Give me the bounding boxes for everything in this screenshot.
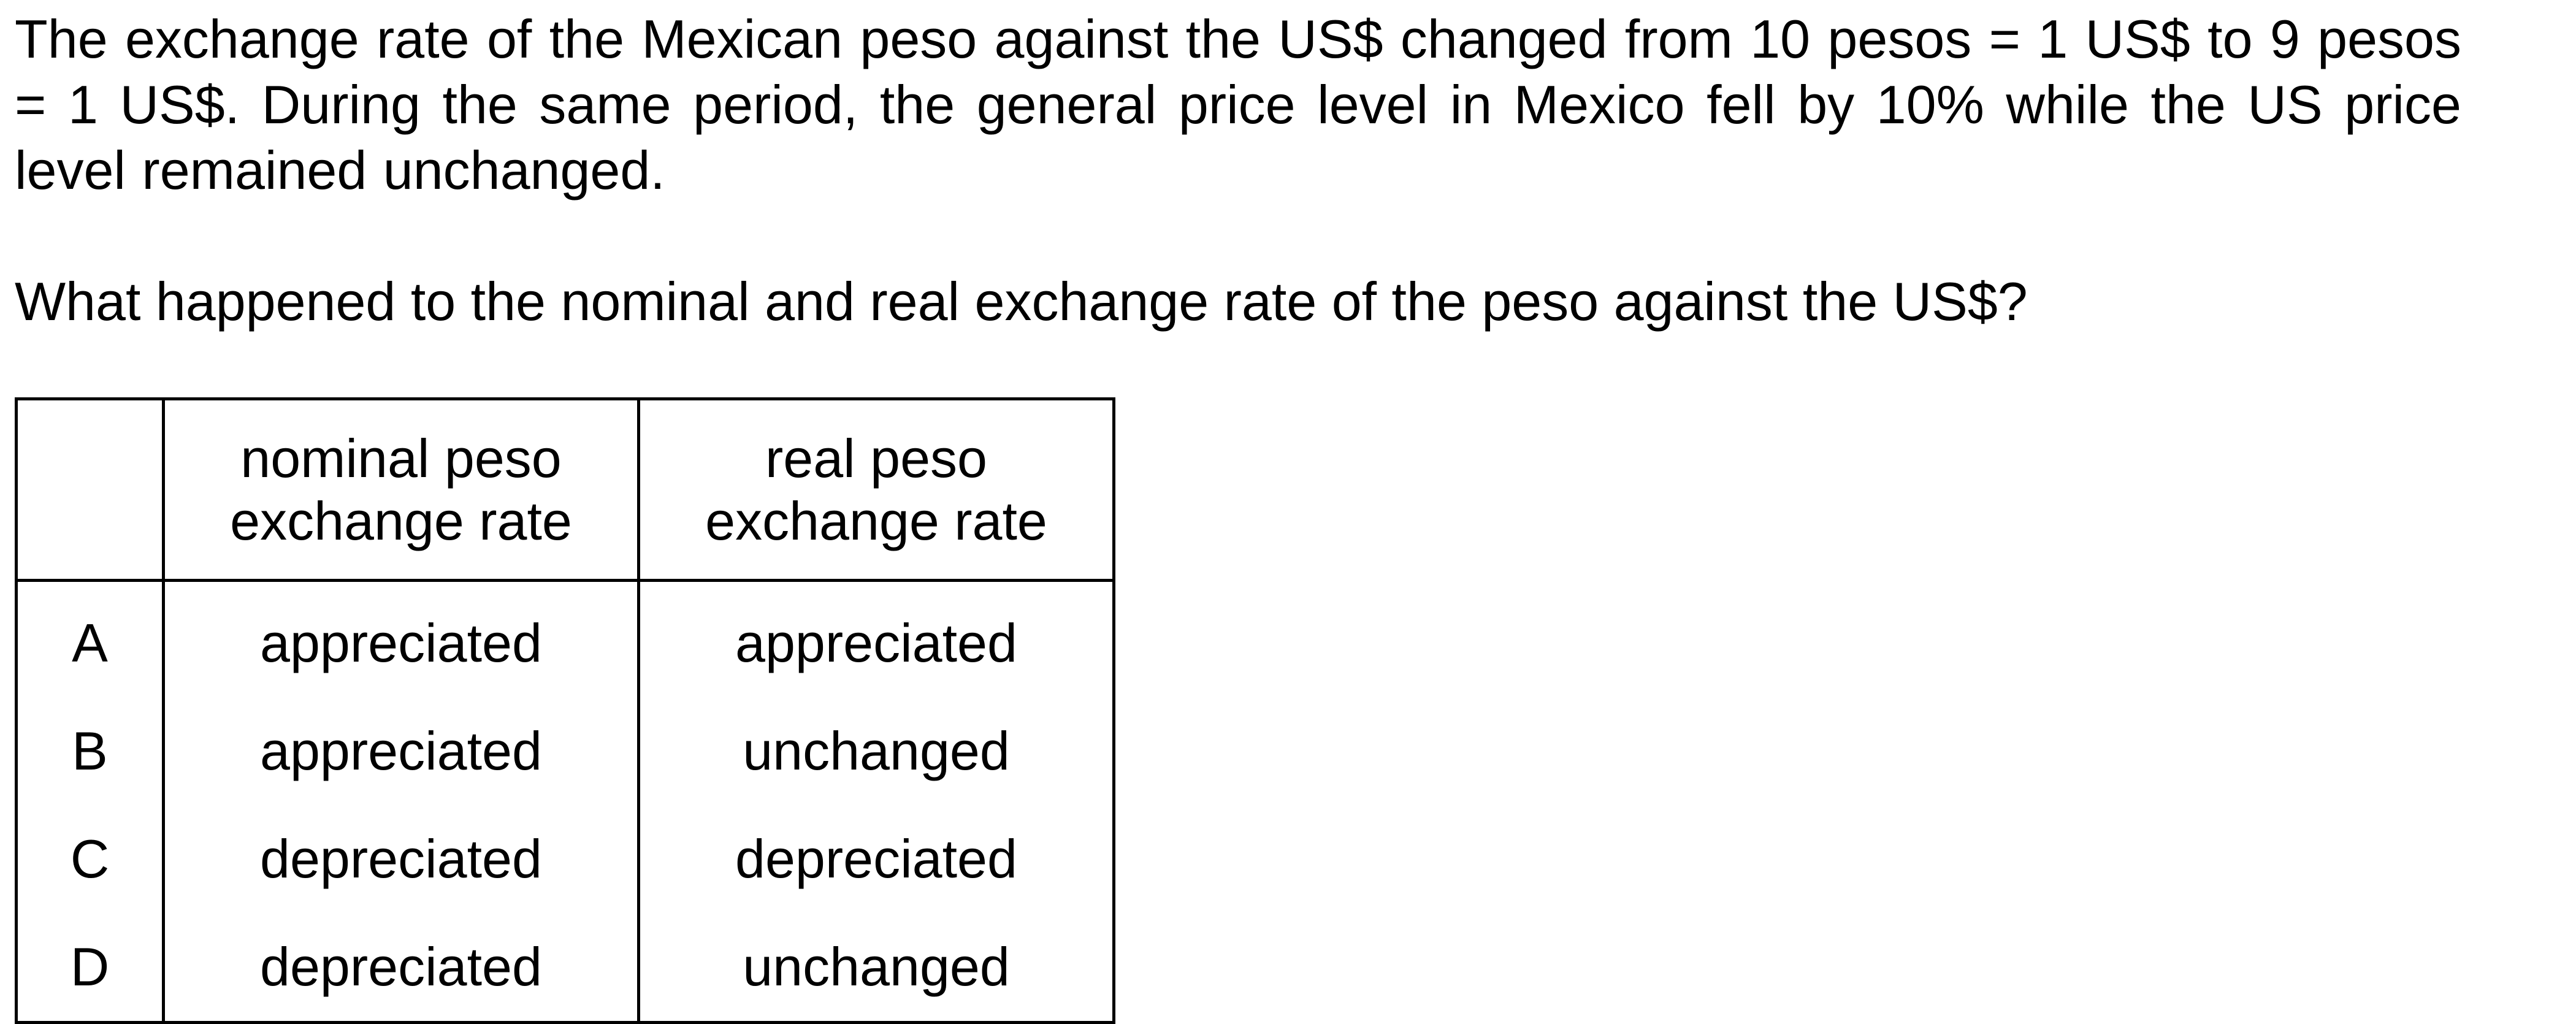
option-nominal-value: depreciated	[162, 913, 640, 1024]
option-nominal-value: appreciated	[162, 697, 640, 805]
option-letter: D	[15, 913, 165, 1024]
header-nominal-rate: nominal peso exchange rate	[162, 397, 640, 582]
header-letter-cell	[15, 397, 165, 582]
table-row-option-a: A appreciated appreciated	[15, 580, 1115, 697]
option-real-value: unchanged	[637, 913, 1115, 1024]
header-real-rate: real peso exchange rate	[637, 397, 1115, 582]
option-real-value: depreciated	[637, 805, 1115, 913]
option-real-value: appreciated	[637, 580, 1115, 697]
option-letter: C	[15, 805, 165, 913]
header-nominal-label: nominal peso exchange rate	[230, 427, 572, 551]
question-prompt: What happened to the nominal and real ex…	[15, 271, 2028, 332]
option-nominal-value: appreciated	[162, 580, 640, 697]
table-row-option-b: B appreciated unchanged	[15, 697, 1115, 805]
table-row-option-d: D depreciated unchanged	[15, 913, 1115, 1024]
answer-options-table: nominal peso exchange rate real peso exc…	[15, 397, 1115, 1024]
header-real-label: real peso exchange rate	[705, 427, 1047, 551]
option-letter: B	[15, 697, 165, 805]
table-header-row: nominal peso exchange rate real peso exc…	[15, 397, 1115, 582]
table-row-option-c: C depreciated depreciated	[15, 805, 1115, 913]
option-letter: A	[15, 580, 165, 697]
option-nominal-value: depreciated	[162, 805, 640, 913]
option-real-value: unchanged	[637, 697, 1115, 805]
question-stem: The exchange rate of the Mexican peso ag…	[15, 9, 2461, 201]
